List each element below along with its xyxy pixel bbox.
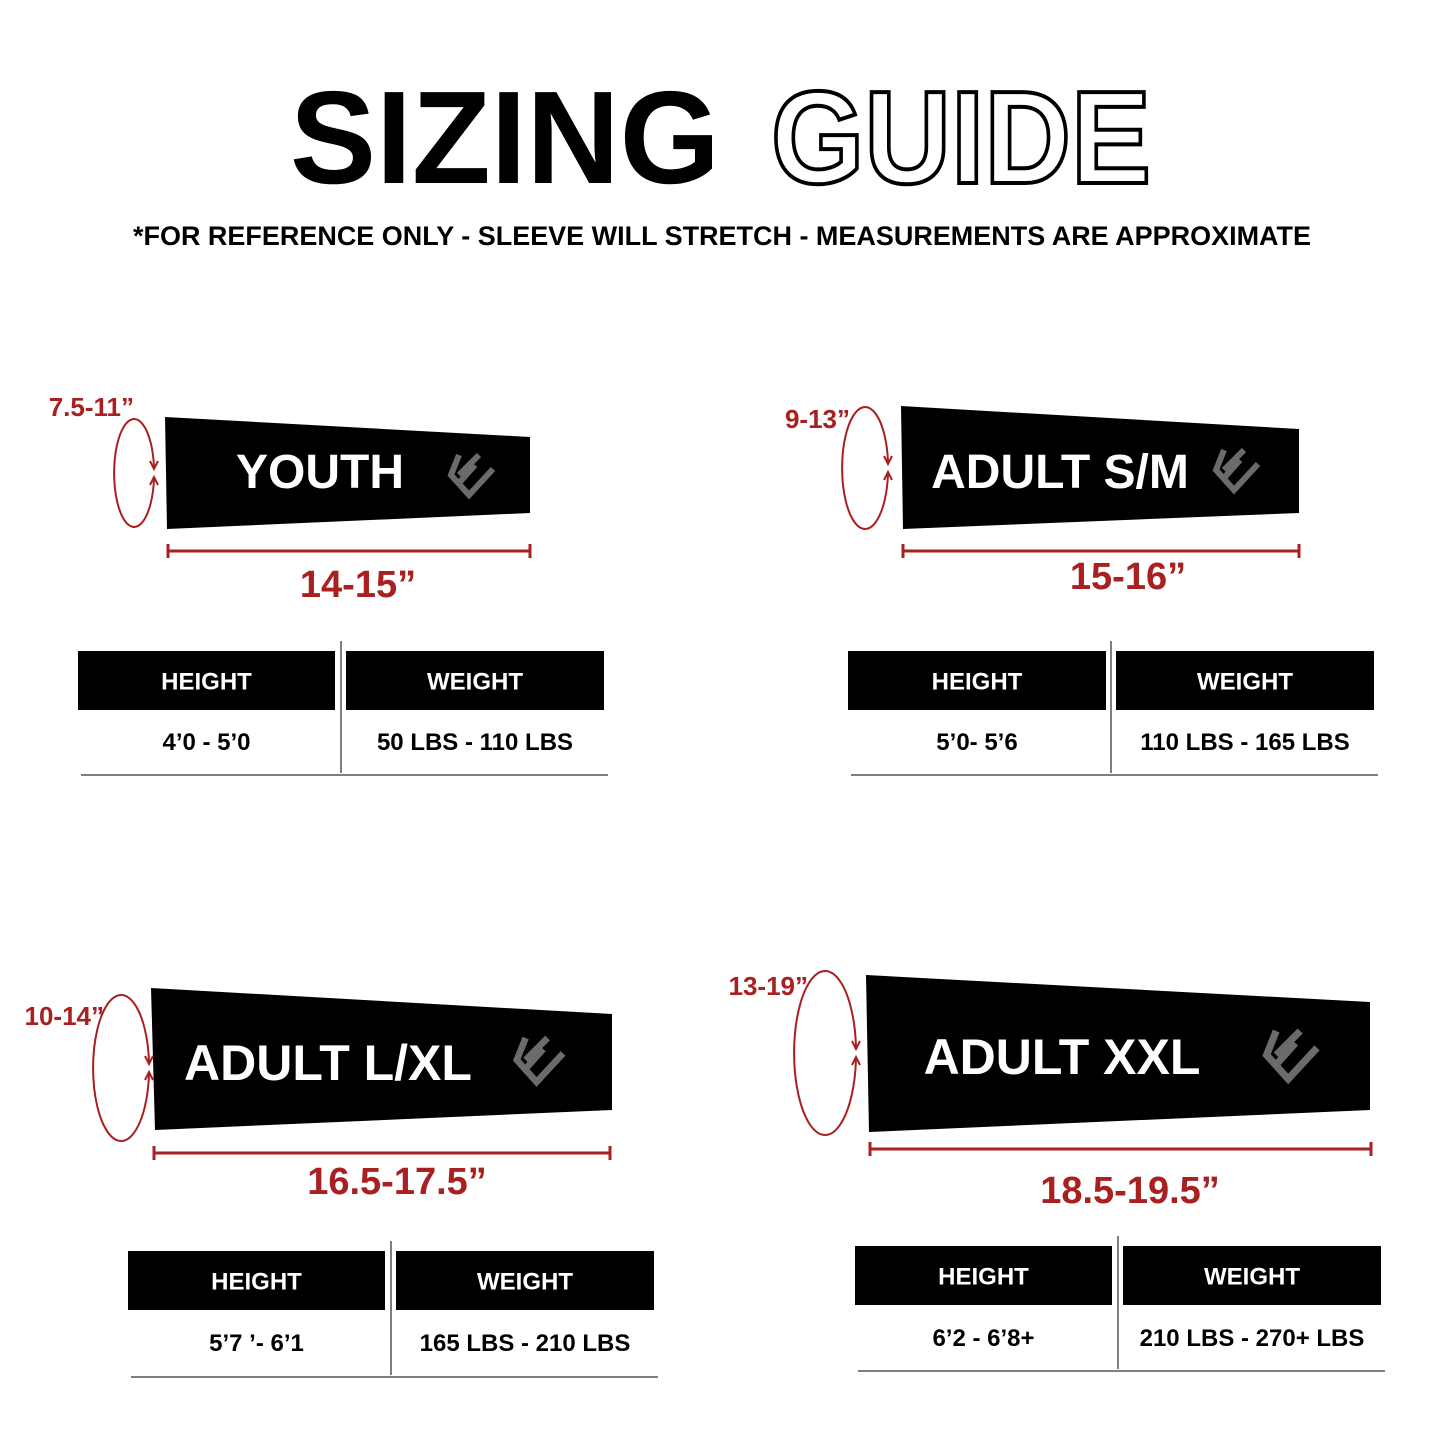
height-value: 5’0- 5’6 <box>936 729 1017 756</box>
height-header-cell <box>128 1251 385 1310</box>
length-label: 18.5-19.5” <box>1040 1170 1220 1212</box>
weight-value: 50 LBS - 110 LBS <box>377 729 573 756</box>
size-name: ADULT XXL <box>924 1029 1201 1085</box>
height-header-cell <box>78 651 335 710</box>
weight-value: 110 LBS - 165 LBS <box>1140 729 1349 756</box>
weight-header-cell <box>1123 1246 1381 1305</box>
size-name: ADULT S/M <box>931 446 1189 499</box>
arrowhead-icon <box>149 460 159 486</box>
height-header: HEIGHT <box>938 1264 1029 1291</box>
title-guide: GUIDE <box>771 64 1151 211</box>
sleeve-shape <box>866 975 1370 1132</box>
circumference-arrow-icon <box>92 994 150 1142</box>
circumference-label: 9-13” <box>785 404 850 434</box>
height-header: HEIGHT <box>932 669 1023 696</box>
sleeve-shape <box>151 988 612 1130</box>
arrowhead-icon <box>851 1040 861 1066</box>
circumference-arrow-icon <box>841 406 889 530</box>
size-name: YOUTH <box>236 446 404 499</box>
circumference-arrow-icon <box>793 970 857 1136</box>
arrowhead-icon <box>883 455 893 481</box>
weight-value: 210 LBS - 270+ LBS <box>1140 1325 1365 1352</box>
height-value: 5’7 ’- 6’1 <box>209 1330 304 1357</box>
sleeve-shape <box>901 406 1299 529</box>
weight-header-cell <box>1116 651 1374 710</box>
height-header-cell <box>848 651 1106 710</box>
length-dimension-line <box>166 544 532 558</box>
circumference-arrow-icon <box>113 418 155 528</box>
weight-header: WEIGHT <box>427 669 523 696</box>
circumference-label: 7.5-11” <box>49 392 134 422</box>
weight-header: WEIGHT <box>477 1269 573 1296</box>
brand-logo-icon <box>447 452 496 500</box>
title-sizing: SIZING <box>290 64 720 211</box>
subtitle: *FOR REFERENCE ONLY - SLEEVE WILL STRETC… <box>133 221 1311 251</box>
weight-header: WEIGHT <box>1204 1264 1300 1291</box>
length-dimension-line <box>152 1146 612 1160</box>
height-header: HEIGHT <box>211 1269 302 1296</box>
height-header: HEIGHT <box>161 669 252 696</box>
length-label: 15-16” <box>1070 556 1186 598</box>
brand-logo-icon <box>1212 447 1261 495</box>
weight-header-cell <box>346 651 604 710</box>
length-label: 14-15” <box>300 564 416 606</box>
height-header-cell <box>855 1246 1112 1305</box>
weight-header: WEIGHT <box>1197 669 1293 696</box>
weight-header-cell <box>396 1251 654 1310</box>
size-name: ADULT L/XL <box>184 1035 472 1091</box>
circumference-label: 13-19” <box>729 971 809 1001</box>
sleeve-shape <box>165 417 530 529</box>
length-label: 16.5-17.5” <box>307 1161 487 1203</box>
weight-value: 165 LBS - 210 LBS <box>420 1330 631 1357</box>
height-value: 4’0 - 5’0 <box>162 729 250 756</box>
brand-logo-icon <box>1262 1028 1320 1085</box>
length-dimension-line <box>901 544 1301 558</box>
brand-logo-icon <box>512 1035 566 1087</box>
length-dimension-line <box>868 1142 1373 1156</box>
circumference-label: 10-14” <box>25 1001 105 1031</box>
height-value: 6’2 - 6’8+ <box>932 1325 1034 1352</box>
arrowhead-icon <box>144 1055 154 1081</box>
